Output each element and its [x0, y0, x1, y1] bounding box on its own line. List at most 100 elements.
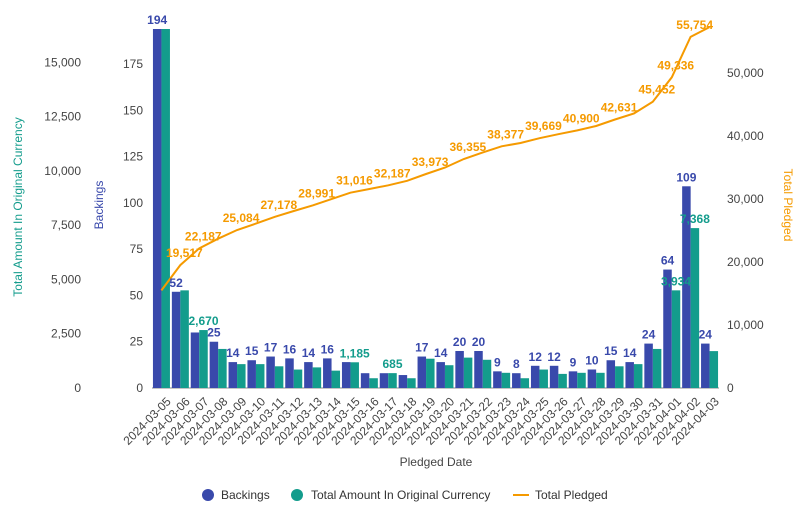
amount-tick-label: 10,000: [44, 164, 81, 178]
amount-tick-label: 2,500: [51, 327, 81, 341]
backings-bar: [568, 371, 578, 388]
pledged-data-label: 31,016: [336, 174, 373, 188]
pledged-tick-label: 0: [727, 381, 734, 395]
backings-bar: [247, 360, 256, 388]
legend-backings-marker: [202, 489, 214, 501]
amount-axis-title: Total Amount In Original Currency: [11, 117, 25, 296]
amount-bar: [482, 359, 492, 388]
line-series: [160, 26, 710, 291]
pledged-data-label: 55,754: [676, 18, 713, 32]
backings-data-label: 9: [494, 355, 501, 369]
legend-backings-label: Backings: [221, 488, 270, 502]
pledged-data-label: 32,187: [374, 166, 411, 180]
backings-bar: [152, 29, 162, 388]
backings-bar: [474, 350, 483, 388]
backings-tick-label: 0: [136, 381, 143, 395]
backings-data-label: 15: [245, 344, 259, 358]
bar-series: [152, 29, 719, 388]
pledged-data-label: 39,669: [525, 119, 562, 133]
backings-data-label: 10: [585, 353, 599, 367]
amount-bar: [388, 373, 397, 388]
backings-axis-title: Backings: [92, 181, 106, 230]
backings-data-label: 20: [472, 335, 486, 349]
backings-data-label: 16: [321, 342, 335, 356]
pledged-data-label: 36,355: [449, 140, 486, 154]
amount-bar: [312, 367, 322, 388]
amount-bar: [218, 348, 227, 388]
pledged-data-label: 28,991: [298, 186, 335, 200]
amount-bar: [199, 330, 208, 388]
amount-bar: [577, 372, 586, 388]
backings-data-label: 14: [226, 346, 240, 360]
pledged-data-label: 19,517: [166, 246, 203, 260]
legend: Backings Total Amount In Original Curren…: [202, 488, 608, 502]
amount-bar: [463, 357, 473, 388]
backings-data-label: 14: [623, 346, 637, 360]
backings-bar: [644, 343, 653, 388]
legend-amount-label: Total Amount In Original Currency: [311, 488, 490, 502]
backings-data-label: 109: [676, 170, 696, 184]
tick-labels: 025507510012515017502,5005,0007,50010,00…: [44, 55, 764, 447]
backings-data-label: 15: [604, 344, 618, 358]
backings-bar: [436, 362, 445, 388]
amount-tick-label: 15,000: [44, 55, 81, 69]
legend-amount-marker: [291, 489, 303, 501]
backings-data-label: 194: [147, 13, 167, 27]
pledged-data-label: 45,452: [638, 83, 675, 97]
amount-data-label: 7,368: [680, 212, 710, 226]
pledged-data-label: 49,336: [657, 58, 694, 72]
amount-bar: [596, 372, 605, 388]
backings-bar: [190, 332, 200, 388]
backings-bar: [625, 362, 634, 388]
backings-tick-label: 150: [123, 103, 143, 117]
pledged-tick-label: 50,000: [727, 66, 764, 80]
backings-data-label: 8: [513, 357, 520, 371]
backings-bar: [209, 341, 219, 388]
amount-bar: [407, 378, 416, 388]
backings-data-label: 24: [642, 328, 656, 342]
backings-data-label: 14: [302, 346, 316, 360]
backings-bar: [360, 373, 370, 388]
backings-tick-label: 100: [123, 196, 143, 210]
amount-bar: [369, 378, 378, 388]
amount-data-label: 2,670: [188, 314, 218, 328]
amount-bar: [426, 358, 435, 388]
backings-tick-label: 50: [130, 288, 144, 302]
backings-bar: [682, 186, 691, 388]
amount-bar: [539, 369, 548, 388]
backings-tick-label: 75: [130, 242, 144, 256]
amount-bar: [331, 370, 341, 388]
backings-bar: [379, 373, 389, 388]
backings-bar: [417, 356, 427, 388]
amount-data-label: 1,185: [340, 346, 370, 360]
backings-bar: [398, 375, 408, 388]
amount-bar: [350, 362, 359, 388]
amount-bar: [255, 364, 265, 388]
pledged-tick-label: 10,000: [727, 318, 764, 332]
backings-data-label: 17: [264, 341, 278, 355]
amount-bar: [520, 378, 530, 388]
backings-bar: [266, 356, 275, 388]
backings-bar: [171, 291, 181, 388]
backings-bar: [549, 365, 559, 388]
amount-bar: [237, 364, 246, 388]
amount-bar: [161, 29, 170, 388]
backings-bar: [455, 350, 464, 388]
amount-tick-label: 5,000: [51, 272, 81, 286]
backings-data-label: 12: [529, 350, 543, 364]
backings-bar: [530, 365, 540, 388]
amount-tick-label: 0: [74, 381, 81, 395]
amount-bar: [558, 373, 567, 388]
pledged-data-label: 25,084: [223, 211, 260, 225]
backings-data-label: 20: [453, 335, 467, 349]
amount-bar: [180, 290, 189, 388]
backings-data-label: 25: [207, 326, 221, 340]
amount-bar: [690, 228, 700, 388]
backings-bar: [493, 371, 502, 388]
backings-bar: [323, 358, 332, 388]
backings-data-label: 52: [169, 276, 183, 290]
backings-bar: [304, 362, 313, 388]
backings-data-label: 12: [547, 350, 561, 364]
